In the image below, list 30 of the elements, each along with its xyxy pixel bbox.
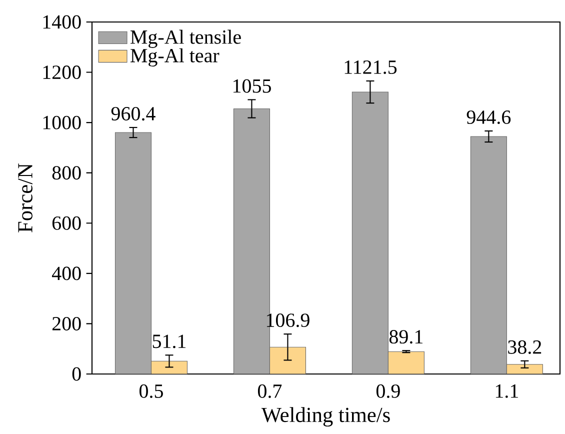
y-tick-label: 0 bbox=[72, 367, 81, 381]
bar bbox=[352, 92, 388, 374]
y-tick-label: 1400 bbox=[43, 15, 81, 29]
bar bbox=[151, 361, 188, 374]
data-label: 1121.5 bbox=[344, 60, 397, 74]
y-axis-title: Force/N bbox=[18, 164, 32, 232]
legend-label: Mg-Al tear bbox=[130, 48, 220, 67]
bar bbox=[506, 364, 543, 374]
x-tick-label: 0.7 bbox=[258, 384, 282, 398]
data-label: 960.4 bbox=[111, 106, 156, 121]
data-label: 51.1 bbox=[152, 334, 186, 348]
x-tick-label: 0.9 bbox=[376, 384, 400, 398]
bar bbox=[388, 351, 424, 374]
y-tick-label: 400 bbox=[52, 266, 81, 280]
x-tick-label: 0.5 bbox=[139, 384, 163, 398]
y-tick-label: 200 bbox=[52, 316, 81, 330]
bar bbox=[470, 136, 507, 374]
data-label: 944.6 bbox=[466, 110, 511, 124]
y-tick-label: 600 bbox=[52, 216, 81, 230]
y-tick-label: 800 bbox=[52, 166, 81, 180]
bar bbox=[269, 346, 306, 374]
bar bbox=[114, 132, 152, 374]
x-tick-label: 1.1 bbox=[496, 384, 518, 398]
legend-label: Mg-Al tensile bbox=[130, 30, 241, 48]
data-label: 89.1 bbox=[389, 330, 423, 344]
data-label: 1055 bbox=[233, 79, 271, 93]
y-tick-label: 1200 bbox=[43, 66, 81, 80]
x-axis-title: Welding time/s bbox=[261, 407, 390, 427]
y-tick-label: 1000 bbox=[43, 116, 81, 130]
data-label: 38.2 bbox=[508, 340, 542, 354]
